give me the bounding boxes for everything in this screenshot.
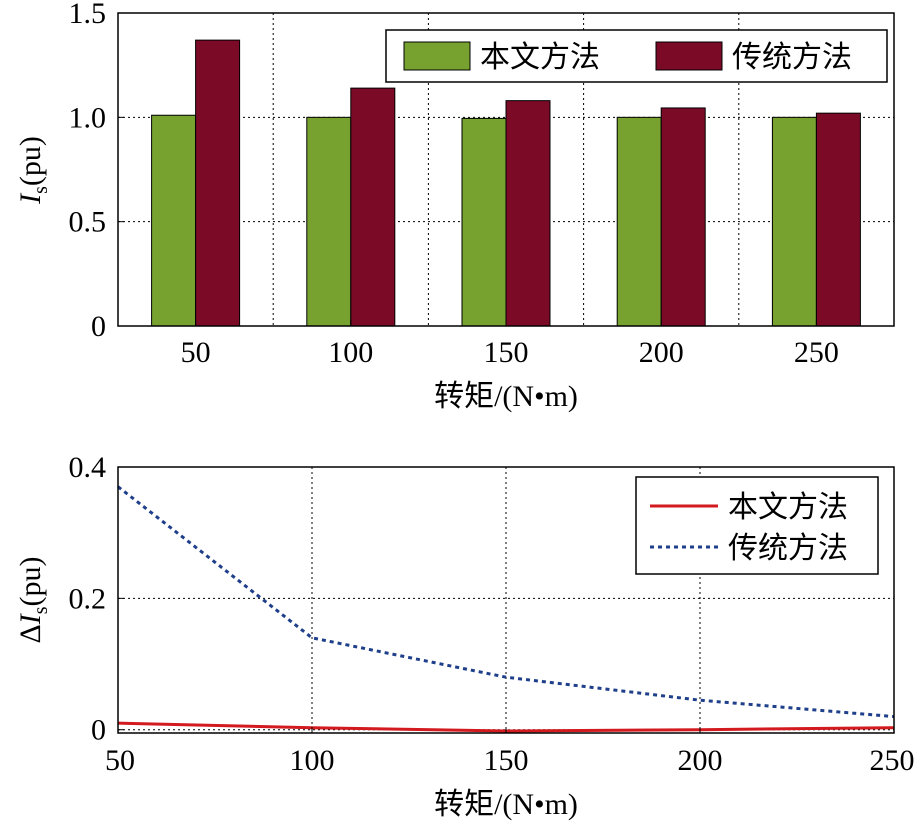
bar-series-2 [195, 39, 241, 327]
bar-chart-x-tick-label: 100 [328, 336, 373, 369]
line-chart-x-axis-label: 转矩/(N•m) [434, 788, 578, 821]
bar-series-2 [660, 107, 706, 327]
line-chart-y-label-prefix: Δ [14, 624, 47, 643]
bar-chart-x-tick-label: 200 [639, 336, 684, 369]
line-chart-y-label-sub: s [30, 606, 52, 614]
bar-chart-x-axis-label: 转矩/(N•m) [434, 380, 578, 413]
bar-chart-x-ticks: 50 100 150 200 250 [181, 320, 839, 369]
legend-swatch-series-2 [655, 41, 723, 71]
line-chart-x-tick-label: 250 [870, 744, 915, 777]
line-series-2 [117, 485, 895, 719]
bar-chart-y-label-main: I [14, 192, 47, 205]
line-chart-y-tick-label: 0 [91, 714, 106, 747]
bar-series-1 [771, 116, 817, 327]
bar-chart-y-tick-label: 1.5 [69, 0, 107, 30]
bar-chart-legend: 本文方法 传统方法 [385, 29, 888, 83]
legend-label-series-2: 传统方法 [728, 531, 848, 566]
bar-chart-bars [151, 39, 861, 327]
bar-chart-x-tick-label: 50 [181, 336, 211, 369]
legend-label-series-1: 本文方法 [728, 490, 848, 525]
bar-chart-y-axis-label: Is(pu) [14, 136, 52, 205]
line-chart-y-label-main: I [14, 612, 47, 625]
line-chart: 00.20.4 50 100 150 200 250 转矩/(N•m) ΔIs(pu) … [14, 451, 915, 821]
bar-chart-y-label-sub: s [30, 186, 52, 194]
bar-series-1 [306, 116, 352, 327]
line-chart-x-tick-label: 100 [290, 744, 335, 777]
line-chart-y-label-unit: (pu) [14, 556, 47, 606]
bar-chart-x-tick-label: 150 [484, 336, 529, 369]
bar-chart-y-tick-label: 0 [91, 310, 106, 343]
line-chart-x-ticks: 50 100 150 200 250 [105, 727, 915, 777]
bar-series-1 [616, 116, 662, 327]
bar-chart-y-tick-label: 1.0 [69, 101, 107, 134]
line-chart-y-ticks: 0 0.2 0.4 [69, 451, 124, 747]
bar-chart-y-tick-label: 0.5 [69, 206, 107, 239]
bar-series-2 [505, 100, 551, 327]
line-chart-y-tick-label: 0.2 [69, 582, 107, 615]
bar-series-1 [151, 114, 197, 327]
line-chart-legend: 本文方法 传统方法 [635, 476, 879, 575]
bar-series-2 [350, 87, 396, 327]
bar-chart: 0 0.5 1.0 1.5 50 100 150 200 250 转矩/(N•m) Is(pu… [14, 0, 895, 413]
line-chart-y-axis-label: ΔIs(pu) [14, 556, 52, 643]
line-chart-y-tick-label: 0.4 [69, 451, 107, 484]
line-chart-x-tick-label: 150 [484, 744, 529, 777]
legend-label-series-2: 传统方法 [732, 40, 852, 75]
bar-chart-y-ticks: 0 0.5 1.0 1.5 [69, 0, 124, 343]
bar-chart-y-label-unit: (pu) [14, 136, 47, 186]
bar-chart-x-tick-label: 250 [794, 336, 839, 369]
legend-label-series-1: 本文方法 [480, 40, 600, 75]
line-chart-legend-box [635, 476, 879, 575]
line-chart-x-tick-label: 50 [105, 744, 135, 777]
bar-series-1 [461, 117, 507, 327]
bar-series-2 [815, 112, 861, 327]
legend-swatch-series-1 [403, 41, 471, 71]
bar-chart-grid [118, 13, 894, 326]
line-chart-x-tick-label: 200 [678, 744, 723, 777]
